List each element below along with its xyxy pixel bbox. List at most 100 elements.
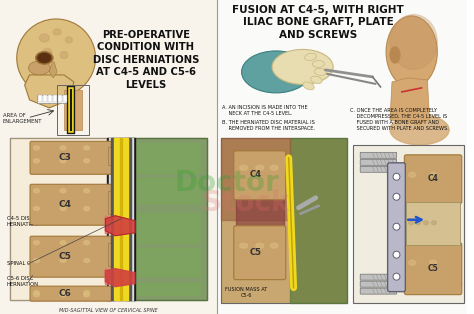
Ellipse shape [393, 273, 400, 280]
Bar [221, 138, 291, 220]
Polygon shape [105, 269, 135, 287]
Bar [109, 138, 133, 300]
Bar [0, 0, 217, 314]
Ellipse shape [84, 146, 90, 150]
Bar [10, 138, 120, 300]
Ellipse shape [429, 172, 437, 177]
Ellipse shape [242, 51, 310, 93]
Ellipse shape [43, 48, 52, 56]
Ellipse shape [431, 221, 437, 225]
FancyBboxPatch shape [30, 184, 112, 225]
Bar [129, 213, 200, 243]
FancyBboxPatch shape [360, 274, 397, 280]
Ellipse shape [256, 243, 264, 248]
Text: C5: C5 [250, 248, 262, 257]
Ellipse shape [84, 207, 90, 211]
Bar [58, 95, 62, 102]
Polygon shape [105, 216, 109, 234]
Ellipse shape [60, 241, 66, 245]
Text: C5-6 DISC
HERNIATION: C5-6 DISC HERNIATION [7, 276, 39, 287]
FancyBboxPatch shape [234, 226, 286, 280]
Bar [57, 85, 89, 135]
Bar [353, 145, 465, 303]
Bar [406, 202, 460, 245]
Ellipse shape [305, 53, 316, 61]
Ellipse shape [84, 159, 90, 163]
Ellipse shape [60, 293, 66, 297]
Bar [129, 283, 200, 295]
Ellipse shape [34, 291, 39, 295]
Bar [63, 95, 67, 102]
Ellipse shape [65, 37, 73, 43]
Ellipse shape [416, 221, 420, 225]
Ellipse shape [34, 159, 39, 163]
FancyBboxPatch shape [360, 281, 397, 287]
Ellipse shape [390, 14, 438, 69]
Bar [124, 138, 207, 300]
Text: C4: C4 [58, 200, 71, 209]
Ellipse shape [60, 207, 66, 211]
Text: PRE-OPERATIVE
CONDITION WITH
DISC HERNIATIONS
AT C4-5 AND C5-6
LEVELS: PRE-OPERATIVE CONDITION WITH DISC HERNIA… [92, 30, 199, 89]
FancyBboxPatch shape [30, 236, 112, 277]
Ellipse shape [409, 172, 416, 177]
Ellipse shape [28, 61, 50, 75]
Bar [109, 192, 126, 214]
Ellipse shape [429, 260, 437, 265]
Ellipse shape [34, 207, 39, 211]
Ellipse shape [270, 165, 278, 170]
Ellipse shape [409, 221, 414, 225]
Ellipse shape [60, 189, 66, 193]
Ellipse shape [386, 16, 438, 88]
Ellipse shape [390, 115, 449, 145]
Ellipse shape [84, 258, 90, 263]
Text: A. AN INCISION IS MADE INTO THE
    NECK AT THE C4-5 LEVEL.: A. AN INCISION IS MADE INTO THE NECK AT … [222, 105, 308, 116]
FancyBboxPatch shape [30, 141, 112, 174]
Ellipse shape [409, 260, 416, 265]
Bar [43, 95, 47, 102]
Text: FUSION AT C4-5, WITH RIGHT
ILIAC BONE GRAFT, PLATE
AND SCREWS: FUSION AT C4-5, WITH RIGHT ILIAC BONE GR… [232, 5, 404, 40]
Text: Doctor: Doctor [174, 169, 279, 197]
Text: SPINAL CORD: SPINAL CORD [7, 261, 42, 266]
Ellipse shape [310, 76, 322, 84]
Bar [221, 138, 347, 303]
Text: AREA OF
ENLARGEMENT: AREA OF ENLARGEMENT [3, 113, 43, 124]
Bar [129, 248, 200, 276]
Ellipse shape [39, 34, 49, 42]
Bar [129, 178, 200, 203]
Ellipse shape [53, 29, 61, 35]
FancyBboxPatch shape [30, 286, 112, 301]
Ellipse shape [390, 47, 400, 63]
Text: C5: C5 [58, 252, 71, 261]
Ellipse shape [34, 241, 39, 245]
Ellipse shape [38, 53, 51, 62]
FancyBboxPatch shape [360, 159, 397, 165]
FancyBboxPatch shape [388, 163, 405, 292]
Text: C4-5 DISC
HERNIATION: C4-5 DISC HERNIATION [7, 216, 39, 227]
Text: B. THE HERNIATED DISC MATERIAL IS
    REMOVED FROM THE INTERSPACE.: B. THE HERNIATED DISC MATERIAL IS REMOVE… [222, 120, 315, 131]
Ellipse shape [424, 221, 428, 225]
FancyBboxPatch shape [360, 166, 397, 172]
Bar [107, 138, 135, 300]
Ellipse shape [84, 241, 90, 245]
Bar [291, 138, 347, 303]
Ellipse shape [60, 146, 66, 150]
Ellipse shape [84, 291, 90, 295]
Ellipse shape [393, 193, 400, 200]
Ellipse shape [270, 243, 278, 248]
Text: C4: C4 [250, 170, 262, 179]
Bar [236, 198, 284, 243]
Polygon shape [105, 216, 135, 236]
Polygon shape [49, 62, 57, 78]
Text: C3: C3 [58, 153, 71, 162]
Bar [109, 147, 126, 165]
Ellipse shape [17, 19, 96, 97]
Bar [37, 95, 67, 103]
Bar [114, 138, 128, 300]
Ellipse shape [312, 60, 324, 68]
Polygon shape [105, 269, 109, 285]
Ellipse shape [314, 68, 326, 75]
Ellipse shape [34, 293, 39, 297]
FancyBboxPatch shape [234, 151, 286, 200]
Ellipse shape [84, 293, 90, 297]
Ellipse shape [393, 223, 400, 230]
